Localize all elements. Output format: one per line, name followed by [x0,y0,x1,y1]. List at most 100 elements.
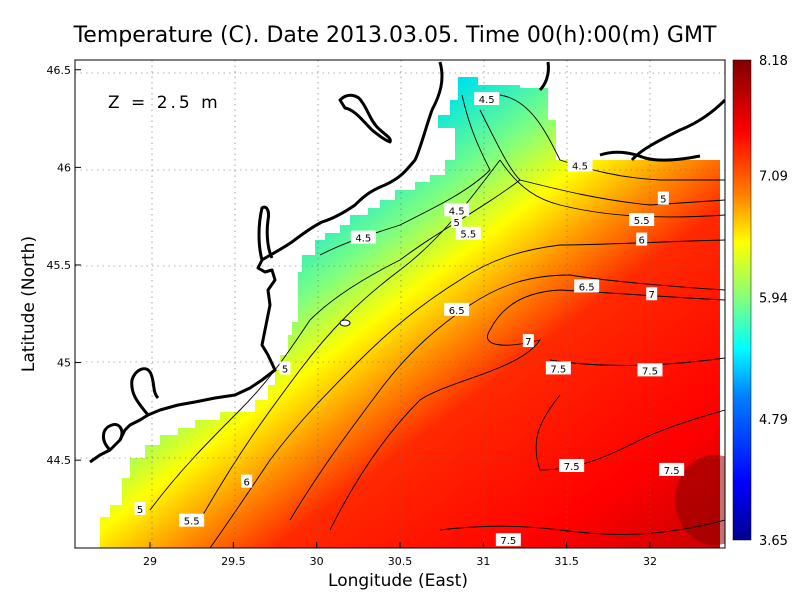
contour-label-box [646,287,658,301]
contour-label-box [637,363,663,377]
coastline-liman [257,205,274,261]
contour-label-box [567,158,593,172]
contour-label-text: 4.5 [479,95,495,106]
contour-label: 4.5 [350,230,376,245]
contour-label: 5 [134,501,146,516]
x-tick-label: 29.5 [221,555,246,568]
contour-label: 4.5 [567,158,593,172]
contour-label: 6.5 [444,302,470,317]
coastline-tendra [599,150,701,162]
colorbar-tick-label: 8.18 [759,54,788,69]
contour-label-box [179,513,205,527]
contour-label-box [522,334,534,348]
contour-label-box [241,474,253,488]
colorbar-tick-label: 5.94 [759,291,788,306]
contour-label-text: 5.5 [634,216,650,227]
contour-label: 6 [636,232,648,247]
contour-label: 7.5 [545,361,571,375]
contour-label: 7.5 [637,363,663,377]
depth-label: Z = 2.5 m [108,93,221,113]
contour-label-text: 5.5 [460,230,476,241]
contour-label-text: 5 [282,364,288,375]
contour-label-box [444,203,470,217]
x-axis-ticks: 29 29.5 30 30.5 31 31.5 32 [143,542,657,568]
contour-label-box [134,501,146,515]
contour-label-text: 4.5 [355,234,371,245]
coastline-delta [130,367,160,416]
colorbar [732,59,752,541]
contour-label-box [636,232,648,246]
coastline-lagoon [102,422,124,452]
y-tick-label: 46.5 [47,64,72,77]
y-tick-label: 45 [57,357,71,370]
contour-label-box [474,92,500,106]
coastline-crimea-bay [538,61,550,92]
x-tick-label: 29 [143,555,157,568]
contour-label: 5 [451,215,463,229]
contour-label-box [657,191,669,205]
y-tick-label: 45.5 [47,259,72,272]
contour-label: 7 [646,287,658,301]
contour-label: 6.5 [574,279,600,293]
x-tick-label: 32 [643,555,657,568]
colorbar-tick-label: 4.79 [759,413,788,428]
x-tick-label: 31 [476,555,490,568]
colorbar-ticks: 8.18 7.09 5.94 4.79 3.65 [759,54,788,549]
coastline-spit [338,93,392,144]
contour-label-text: 4.5 [572,161,588,172]
x-tick-label: 31.5 [554,555,579,568]
contour-label-box [574,279,600,293]
contour-label: 6 [241,474,253,489]
y-tick-label: 46 [57,161,71,174]
contour-label-text: 6.5 [449,306,465,317]
contour-6-5 [289,274,725,521]
figure-title: Temperature (C). Date 2013.03.05. Time 0… [73,23,717,48]
x-tick-label: 30.5 [388,555,413,568]
contour-label-box [350,230,376,244]
contour-label: 4.5 [474,92,500,106]
coastline [89,61,725,464]
small-island [339,319,351,327]
contour-label-text: 7.5 [500,536,516,547]
contour-label-box [444,302,470,316]
contour-label-text: 7.5 [642,366,658,377]
contour-label: 7.5 [559,459,585,473]
contour-6 [209,239,725,548]
contour-5-east [519,179,725,206]
contour-label: 7.5 [495,533,521,547]
contour-label: 5.5 [629,213,655,227]
coastline-kinburn [630,98,725,162]
contour-label: 5 [657,191,669,206]
colorbar-tick-label: 3.65 [759,534,788,549]
colorbar-tick-label: 7.09 [759,169,788,184]
contour-label: 7 [522,334,534,348]
contour-label: 5 [279,361,291,375]
contour-label-text: 4.5 [449,206,465,217]
temperature-shading [100,77,720,548]
contour-label-text: 6.5 [579,282,595,293]
contour-5 [149,109,521,511]
contour-label-text: 7 [648,290,654,301]
y-axis-ticks: 44.5 45 45.5 46 46.5 [47,64,81,467]
contour-label: 5.5 [455,226,481,241]
contour-label-text: 7 [525,337,531,348]
contour-label: 4.5 [444,203,470,217]
contour-label-text: 7.5 [564,462,580,473]
contour-label: 5.5 [179,513,205,528]
x-axis-label: Longitude (East) [328,571,468,591]
y-tick-label: 44.5 [47,454,72,467]
contour-label-text: 5.5 [184,517,200,528]
y-axis-label: Latitude (North) [19,236,39,372]
contour-label-box [629,213,655,227]
grid-lines [75,60,725,548]
contour-label-text: 5 [453,218,459,229]
contour-label-text: 6 [243,478,249,489]
warm-core [675,455,725,545]
contour-label-box [495,533,521,547]
contour-label-text: 5 [660,195,666,206]
contour-label-box [279,361,291,375]
contour-label-box [559,459,585,473]
